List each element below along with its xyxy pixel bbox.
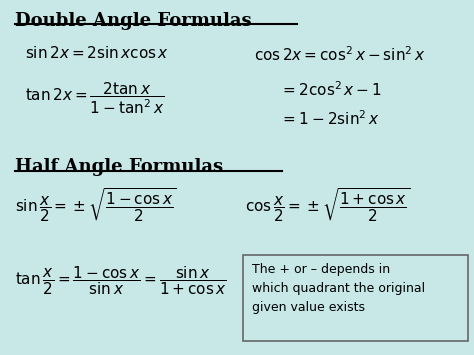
FancyBboxPatch shape xyxy=(243,255,467,341)
Text: $\sin 2x = 2\sin x\cos x$: $\sin 2x = 2\sin x\cos x$ xyxy=(25,45,169,61)
Text: The + or – depends in
which quadrant the original
given value exists: The + or – depends in which quadrant the… xyxy=(252,263,425,314)
Text: Half Angle Formulas: Half Angle Formulas xyxy=(16,158,224,176)
Text: $\tan\dfrac{x}{2} = \dfrac{1-\cos x}{\sin x} = \dfrac{\sin x}{1+\cos x}$: $\tan\dfrac{x}{2} = \dfrac{1-\cos x}{\si… xyxy=(16,264,227,296)
Text: $= 1 - 2\sin^2 x$: $= 1 - 2\sin^2 x$ xyxy=(280,109,380,127)
Text: $\cos\dfrac{x}{2} = \pm\sqrt{\dfrac{1+\cos x}{2}}$: $\cos\dfrac{x}{2} = \pm\sqrt{\dfrac{1+\c… xyxy=(245,186,410,224)
Text: $\tan 2x = \dfrac{2\tan x}{1-\tan^2 x}$: $\tan 2x = \dfrac{2\tan x}{1-\tan^2 x}$ xyxy=(25,81,164,116)
Text: $\cos 2x = \cos^2 x - \sin^2 x$: $\cos 2x = \cos^2 x - \sin^2 x$ xyxy=(255,45,426,64)
Text: $\sin\dfrac{x}{2} = \pm\sqrt{\dfrac{1-\cos x}{2}}$: $\sin\dfrac{x}{2} = \pm\sqrt{\dfrac{1-\c… xyxy=(16,186,177,224)
Text: $= 2\cos^2 x - 1$: $= 2\cos^2 x - 1$ xyxy=(280,81,382,99)
Text: Double Angle Formulas: Double Angle Formulas xyxy=(16,12,252,30)
